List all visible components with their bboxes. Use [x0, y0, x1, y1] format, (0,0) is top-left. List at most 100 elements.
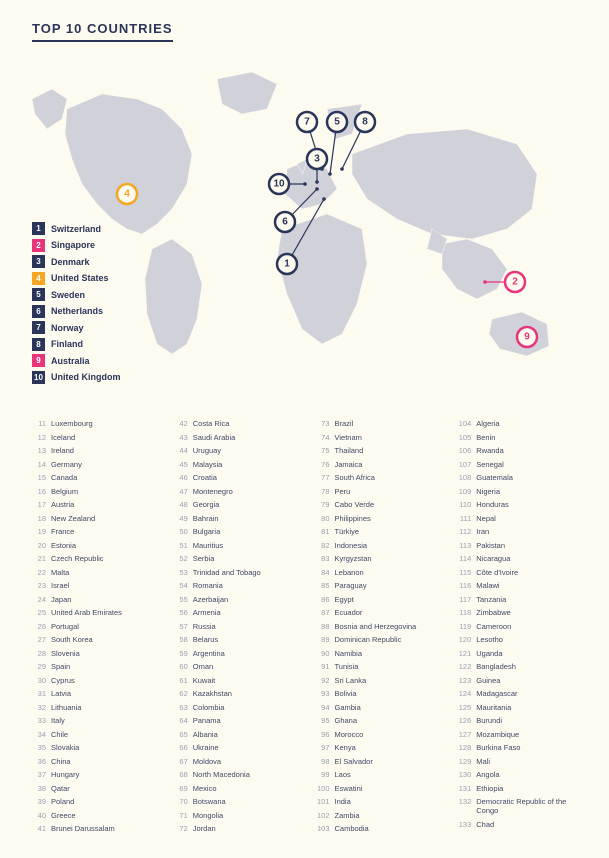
list-rank: 105 — [457, 433, 471, 442]
list-row: 111Nepal — [457, 514, 577, 523]
list-rank: 74 — [316, 433, 330, 442]
svg-text:3: 3 — [314, 154, 320, 165]
list-name: Mauritius — [193, 541, 223, 550]
list-rank: 96 — [316, 730, 330, 739]
list-row: 88Bosnia and Herzegovina — [316, 622, 436, 631]
list-name: Russia — [193, 622, 216, 631]
svg-text:5: 5 — [334, 117, 340, 128]
list-rank: 15 — [32, 473, 46, 482]
list-rank: 38 — [32, 784, 46, 793]
list-name: Israel — [51, 581, 69, 590]
list-row: 67Moldova — [174, 757, 294, 766]
list-name: Democratic Republic of the Congo — [476, 797, 577, 815]
list-rank: 30 — [32, 676, 46, 685]
list-rank: 117 — [457, 595, 471, 604]
svg-text:4: 4 — [124, 189, 130, 200]
list-row: 100Eswatini — [316, 784, 436, 793]
list-name: Tunisia — [335, 662, 359, 671]
list-row: 58Belarus — [174, 635, 294, 644]
list-rank: 130 — [457, 770, 471, 779]
list-row: 52Serbia — [174, 554, 294, 563]
list-row: 30 Cyprus — [32, 676, 152, 685]
list-rank: 17 — [32, 500, 46, 509]
list-name: Armenia — [193, 608, 221, 617]
list-row: 125Mauritania — [457, 703, 577, 712]
list-rank: 29 — [32, 662, 46, 671]
list-row: 103Cambodia — [316, 824, 436, 833]
list-rank: 12 — [32, 433, 46, 442]
list-row: 86Egypt — [316, 595, 436, 604]
svg-text:2: 2 — [512, 277, 518, 288]
list-name: Tanzania — [476, 595, 506, 604]
list-rank: 84 — [316, 568, 330, 577]
list-name: Mozambique — [476, 730, 519, 739]
list-row: 36China — [32, 757, 152, 766]
list-row: 28Slovenia — [32, 649, 152, 658]
list-rank: 70 — [174, 797, 188, 806]
list-rank: 65 — [174, 730, 188, 739]
list-rank: 115 — [457, 568, 471, 577]
list-rank: 95 — [316, 716, 330, 725]
list-name: Belgium — [51, 487, 78, 496]
list-row: 39Poland — [32, 797, 152, 806]
list-name: Trinidad and Tobago — [193, 568, 261, 577]
list-name: Botswana — [193, 797, 226, 806]
list-rank: 59 — [174, 649, 188, 658]
list-name: Mauritania — [476, 703, 511, 712]
list-name: Ecuador — [335, 608, 363, 617]
top10-legend: 1Switzerland2Singapore3Denmark4United St… — [32, 222, 121, 387]
list-rank: 79 — [316, 500, 330, 509]
list-name: Burundi — [476, 716, 502, 725]
list-rank: 108 — [457, 473, 471, 482]
svg-text:1: 1 — [284, 259, 290, 270]
list-name: Brazil — [335, 419, 354, 428]
list-rank: 88 — [316, 622, 330, 631]
list-rank: 31 — [32, 689, 46, 698]
list-row: 119Cameroon — [457, 622, 577, 631]
list-row: 11Luxembourg — [32, 419, 152, 428]
list-row: 25United Arab Emirates — [32, 608, 152, 617]
list-rank: 61 — [174, 676, 188, 685]
list-rank: 116 — [457, 581, 471, 590]
list-rank: 66 — [174, 743, 188, 752]
list-rank: 126 — [457, 716, 471, 725]
list-rank: 50 — [174, 527, 188, 536]
list-row: 24Japan — [32, 595, 152, 604]
list-name: Chile — [51, 730, 68, 739]
list-name: Bahrain — [193, 514, 219, 523]
list-rank: 73 — [316, 419, 330, 428]
list-row: 51Mauritius — [174, 541, 294, 550]
list-row: 42Costa Rica — [174, 419, 294, 428]
list-name: Iceland — [51, 433, 75, 442]
legend-label: Netherlands — [51, 306, 103, 316]
list-name: Cyprus — [51, 676, 75, 685]
list-row: 29Spain — [32, 662, 152, 671]
list-row: 96Morocco — [316, 730, 436, 739]
list-row: 132Democratic Republic of the Congo — [457, 797, 577, 815]
list-row: 18New Zealand — [32, 514, 152, 523]
list-row: 93Bolivia — [316, 689, 436, 698]
list-rank: 109 — [457, 487, 471, 496]
list-rank: 41 — [32, 824, 46, 833]
list-rank: 83 — [316, 554, 330, 563]
list-row: 84Lebanon — [316, 568, 436, 577]
list-row: 82Indonesia — [316, 541, 436, 550]
list-row: 131Ethiopia — [457, 784, 577, 793]
list-name: Azerbaijan — [193, 595, 228, 604]
list-row: 62Kazakhstan — [174, 689, 294, 698]
list-rank: 24 — [32, 595, 46, 604]
list-rank: 35 — [32, 743, 46, 752]
list-name: North Macedonia — [193, 770, 250, 779]
list-rank: 112 — [457, 527, 471, 536]
list-row: 49Bahrain — [174, 514, 294, 523]
list-name: Zimbabwe — [476, 608, 511, 617]
list-rank: 32 — [32, 703, 46, 712]
list-rank: 91 — [316, 662, 330, 671]
list-rank: 118 — [457, 608, 471, 617]
list-row: 69Mexico — [174, 784, 294, 793]
list-row: 46Croatia — [174, 473, 294, 482]
list-name: Mexico — [193, 784, 217, 793]
legend-row: 7Norway — [32, 321, 121, 334]
list-row: 44Uruguay — [174, 446, 294, 455]
list-row: 61Kuwait — [174, 676, 294, 685]
